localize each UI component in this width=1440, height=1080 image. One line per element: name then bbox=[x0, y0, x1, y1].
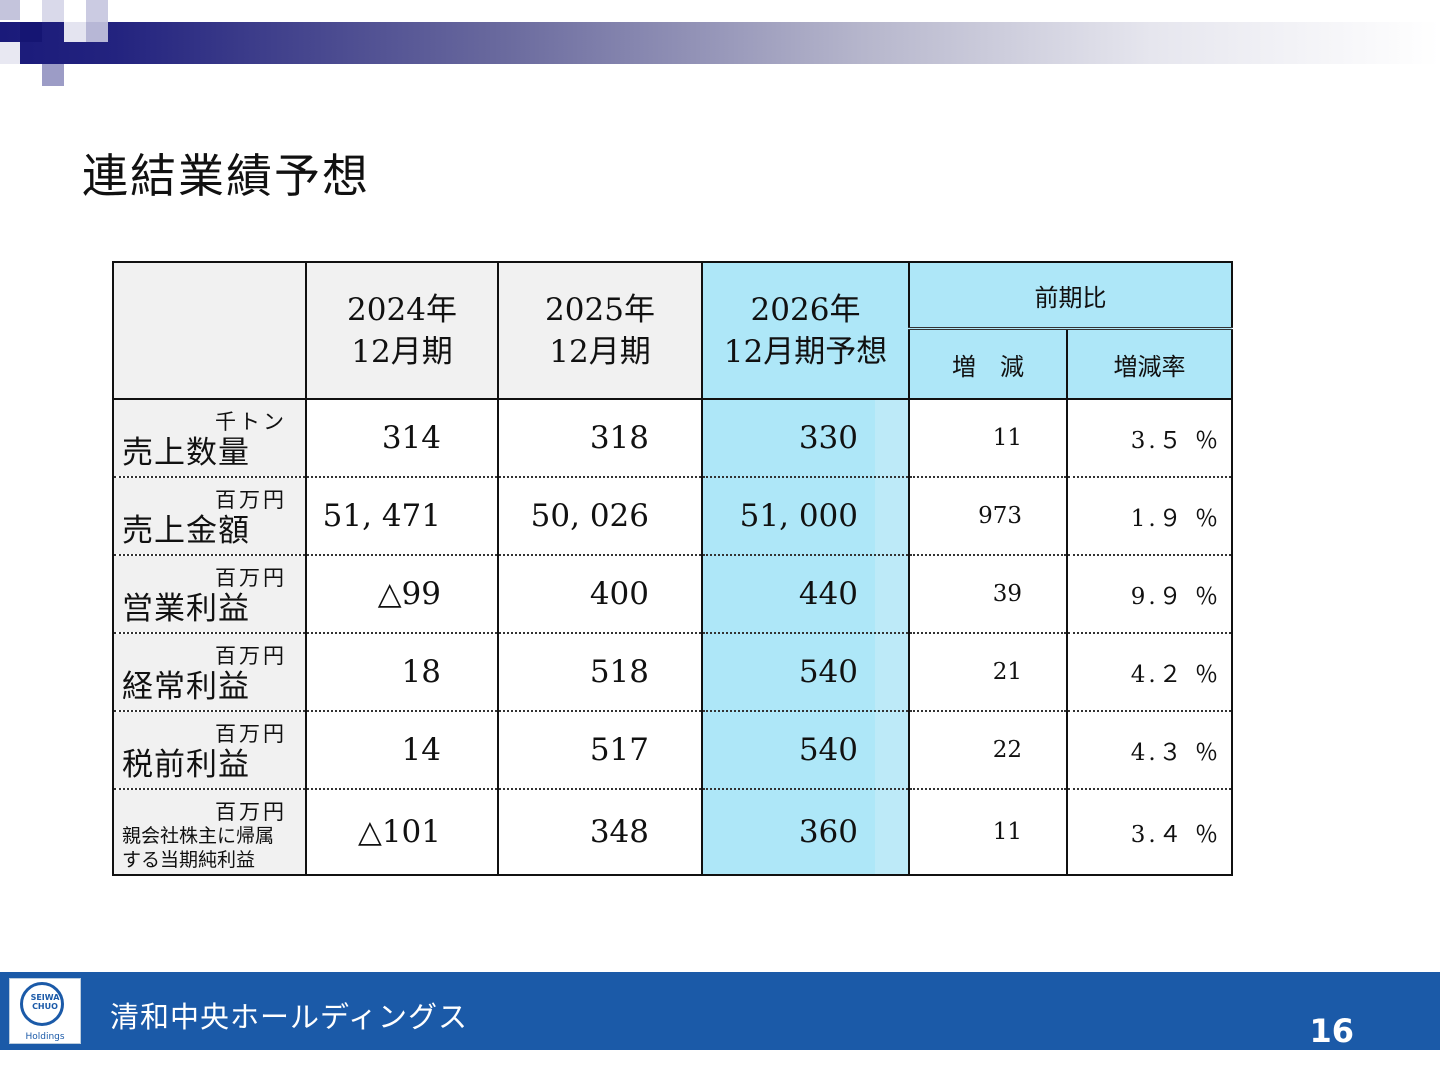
header-fy2026-year: 2026年 bbox=[750, 291, 861, 328]
row-label: 百万円 営業利益 bbox=[112, 555, 307, 634]
row-label: 百万円 経常利益 bbox=[112, 633, 307, 712]
header-fy2024-year: 2024年 bbox=[347, 291, 457, 328]
forecast-table: 2024年 12月期 2025年 12月期 2026年 12月期予想 前期比 増… bbox=[112, 261, 1233, 876]
value-rate: 1.９ ％ bbox=[1067, 477, 1233, 556]
company-logo: SEIWA CHUO Holdings bbox=[9, 978, 81, 1044]
value-fy2026-forecast: 330 bbox=[702, 399, 910, 478]
page-number: 16 bbox=[1309, 1012, 1354, 1050]
banner-square bbox=[0, 0, 20, 20]
logo-text-line: SEIWA bbox=[30, 993, 60, 1002]
value-fy2024: 18 bbox=[306, 633, 499, 712]
table-row: 百万円 売上金額 51, 471 50, 026 51, 000 973 1.９… bbox=[112, 477, 1233, 556]
metric-label-line: する当期純利益 bbox=[122, 849, 256, 871]
forecast-table-wrapper: 2024年 12月期 2025年 12月期 2026年 12月期予想 前期比 増… bbox=[112, 261, 1233, 876]
header-diff: 増 減 bbox=[908, 327, 1068, 400]
header-fy2025-year: 2025年 bbox=[545, 291, 655, 328]
value-fy2025: 50, 026 bbox=[498, 477, 703, 556]
header-fy2025: 2025年 12月期 bbox=[497, 261, 703, 400]
row-label: 千トン 売上数量 bbox=[112, 399, 307, 478]
value-diff: 39 bbox=[909, 555, 1068, 634]
unit-label: 百万円 bbox=[215, 800, 287, 824]
header-fy2024-period: 12月期 bbox=[351, 333, 453, 370]
value-diff: 11 bbox=[909, 399, 1068, 478]
logo-text: SEIWA CHUO bbox=[16, 993, 74, 1011]
value-rate: 4.３ ％ bbox=[1067, 711, 1233, 790]
unit-label: 千トン bbox=[215, 410, 287, 434]
page-title: 連結業績予想 bbox=[82, 149, 370, 203]
value-fy2025: 318 bbox=[498, 399, 703, 478]
metric-label: 営業利益 bbox=[122, 591, 250, 627]
value-fy2026-forecast: 360 bbox=[702, 789, 910, 876]
table-row: 百万円 税前利益 14 517 540 22 4.３ ％ bbox=[112, 711, 1233, 790]
metric-label-line: 親会社株主に帰属 bbox=[122, 825, 275, 847]
unit-label: 百万円 bbox=[215, 566, 287, 590]
value-fy2025: 400 bbox=[498, 555, 703, 634]
company-name: 清和中央ホールディングス bbox=[110, 1000, 468, 1034]
value-rate: 3.５ ％ bbox=[1067, 399, 1233, 478]
value-diff: 11 bbox=[909, 789, 1068, 876]
banner-square bbox=[0, 42, 20, 64]
table-row: 百万円 経常利益 18 518 540 21 4.２ ％ bbox=[112, 633, 1233, 712]
header-yoy-group: 前期比 bbox=[908, 261, 1233, 330]
table-row: 千トン 売上数量 314 318 330 11 3.５ ％ bbox=[112, 399, 1233, 478]
metric-label: 経常利益 bbox=[122, 669, 250, 705]
value-fy2025: 348 bbox=[498, 789, 703, 876]
header-corner bbox=[112, 261, 307, 400]
value-fy2024: 14 bbox=[306, 711, 499, 790]
unit-label: 百万円 bbox=[215, 644, 287, 668]
metric-label: 税前利益 bbox=[122, 747, 250, 783]
banner-square bbox=[86, 22, 108, 42]
value-fy2025: 518 bbox=[498, 633, 703, 712]
value-diff: 22 bbox=[909, 711, 1068, 790]
value-fy2025: 517 bbox=[498, 711, 703, 790]
value-fy2026-forecast: 540 bbox=[702, 711, 910, 790]
table-row: 百万円 営業利益 △99 400 440 39 9.９ ％ bbox=[112, 555, 1233, 634]
metric-label: 売上金額 bbox=[122, 513, 250, 549]
banner-square bbox=[42, 64, 64, 86]
value-rate: 4.２ ％ bbox=[1067, 633, 1233, 712]
unit-label: 百万円 bbox=[215, 488, 287, 512]
row-label: 百万円 売上金額 bbox=[112, 477, 307, 556]
banner-square bbox=[42, 0, 64, 22]
banner-square bbox=[64, 22, 86, 42]
banner-square bbox=[20, 22, 42, 42]
unit-label: 百万円 bbox=[215, 722, 287, 746]
value-rate: 3.４ ％ bbox=[1067, 789, 1233, 876]
table-row: 百万円 親会社株主に帰属 する当期純利益 △101 348 360 11 3.４… bbox=[112, 789, 1233, 876]
logo-subtext: Holdings bbox=[25, 1032, 65, 1042]
value-diff: 973 bbox=[909, 477, 1068, 556]
header-rate: 増減率 bbox=[1066, 327, 1233, 400]
row-label: 百万円 税前利益 bbox=[112, 711, 307, 790]
value-fy2026-forecast: 540 bbox=[702, 633, 910, 712]
value-fy2024: △101 bbox=[306, 789, 499, 876]
header-fy2024: 2024年 12月期 bbox=[305, 261, 499, 400]
logo-text-line: CHUO bbox=[32, 1002, 58, 1011]
value-diff: 21 bbox=[909, 633, 1068, 712]
value-rate: 9.９ ％ bbox=[1067, 555, 1233, 634]
footer-bar: SEIWA CHUO Holdings 清和中央ホールディングス 16 bbox=[0, 972, 1440, 1050]
value-fy2026-forecast: 440 bbox=[702, 555, 910, 634]
header-fy2026-forecast: 2026年 12月期予想 bbox=[701, 261, 910, 400]
top-banner bbox=[0, 22, 1440, 64]
metric-label: 売上数量 bbox=[122, 435, 250, 471]
value-fy2026-forecast: 51, 000 bbox=[702, 477, 910, 556]
value-fy2024: 314 bbox=[306, 399, 499, 478]
header-fy2026-period: 12月期予想 bbox=[723, 333, 888, 370]
metric-label: 親会社株主に帰属 する当期純利益 bbox=[122, 824, 302, 872]
header-fy2025-period: 12月期 bbox=[549, 333, 651, 370]
row-label: 百万円 親会社株主に帰属 する当期純利益 bbox=[112, 789, 307, 876]
value-fy2024: △99 bbox=[306, 555, 499, 634]
value-fy2024: 51, 471 bbox=[306, 477, 499, 556]
logo-circle-icon bbox=[20, 982, 64, 1026]
banner-square bbox=[86, 0, 108, 22]
